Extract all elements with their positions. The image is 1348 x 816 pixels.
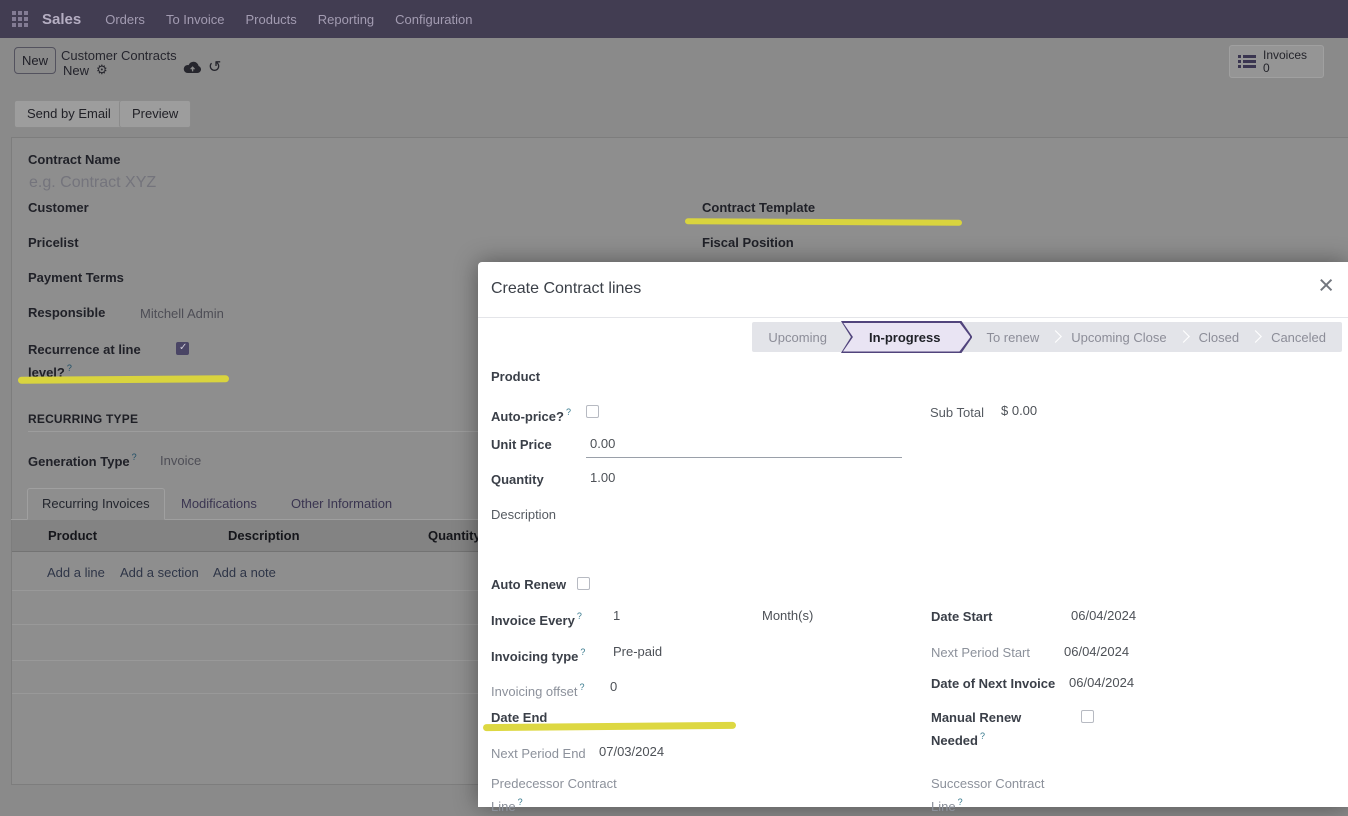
- description-label: Description: [491, 507, 557, 522]
- nav-item-orders[interactable]: Orders: [105, 11, 145, 27]
- tab-other-information[interactable]: Other Information: [291, 496, 393, 511]
- help-question[interactable]: ?: [66, 363, 72, 373]
- next-period-start-value: 06/04/2024: [1064, 644, 1130, 659]
- date-start-label: Date Start: [931, 609, 993, 624]
- quantity-value[interactable]: 1.00: [590, 470, 616, 485]
- status-step-in-progress-active[interactable]: In-progress: [843, 322, 965, 352]
- invoice-every-label: Invoice Every?: [491, 611, 582, 628]
- column-product: Product: [48, 528, 98, 543]
- recurring-type-heading: RECURRING TYPE: [28, 412, 139, 426]
- pricelist-label: Pricelist: [28, 235, 79, 250]
- successor-contract-line-label: Successor Contract Line?: [931, 776, 1045, 814]
- dialog-header-divider: [478, 317, 1348, 318]
- sub-total-label: Sub Total: [930, 405, 984, 420]
- recurrence-checkbox[interactable]: [176, 342, 189, 355]
- help-question[interactable]: ?: [517, 797, 523, 807]
- highlight-marker-recurrence: [17, 375, 230, 384]
- nav-item-products[interactable]: Products: [245, 11, 297, 27]
- status-step-upcoming-close[interactable]: Upcoming Close: [1055, 322, 1182, 352]
- invoices-count: 0: [1263, 60, 1270, 75]
- nav-item-to-invoice[interactable]: To Invoice: [165, 11, 225, 27]
- create-contract-lines-dialog: Create Contract lines × Upcoming In-prog…: [478, 262, 1348, 814]
- predecessor-contract-line-label: Predecessor Contract Line?: [491, 776, 617, 814]
- breadcrumb-parent[interactable]: Customer Contracts: [61, 48, 177, 63]
- add-a-note-link[interactable]: Add a note: [213, 565, 276, 580]
- add-a-line-link[interactable]: Add a line: [47, 565, 105, 580]
- help-question[interactable]: ?: [565, 407, 571, 417]
- tab-recurring-invoices[interactable]: Recurring Invoices: [27, 488, 165, 520]
- column-quantity: Quantity: [428, 528, 481, 543]
- unit-price-input[interactable]: [586, 432, 902, 458]
- date-of-next-invoice-value[interactable]: 06/04/2024: [1069, 675, 1135, 690]
- help-question[interactable]: ?: [580, 647, 586, 657]
- breadcrumb-current: New: [63, 62, 90, 78]
- nav-item-configuration[interactable]: Configuration: [395, 11, 473, 27]
- save-cloud-icon[interactable]: [183, 60, 202, 79]
- status-step-upcoming[interactable]: Upcoming: [768, 329, 827, 345]
- responsible-label: Responsible: [28, 305, 106, 320]
- invoicing-offset-label: Invoicing offset?: [491, 682, 585, 699]
- quantity-label: Quantity: [491, 472, 544, 487]
- add-a-section-link[interactable]: Add a section: [120, 565, 199, 580]
- discard-undo-icon[interactable]: ↺: [208, 59, 222, 76]
- auto-renew-checkbox[interactable]: [577, 577, 590, 590]
- top-navbar: Sales Orders To Invoice Products Reporti…: [0, 0, 1348, 38]
- date-of-next-invoice-label: Date of Next Invoice: [931, 676, 1056, 691]
- auto-price-checkbox[interactable]: [586, 405, 599, 418]
- highlight-marker-date-end: [482, 721, 737, 732]
- sub-total-value: $ 0.00: [1001, 403, 1038, 418]
- manual-renew-checkbox[interactable]: [1081, 710, 1094, 723]
- auto-renew-label: Auto Renew: [491, 577, 567, 592]
- gear-icon[interactable]: ⚙: [96, 62, 108, 77]
- customer-label: Customer: [28, 200, 89, 215]
- column-description: Description: [228, 528, 300, 543]
- invoice-every-value[interactable]: 1: [613, 608, 621, 623]
- apps-grid-icon[interactable]: [12, 11, 28, 27]
- payment-terms-label: Payment Terms: [28, 270, 124, 285]
- status-step-closed[interactable]: Closed: [1183, 322, 1255, 352]
- invoice-every-unit[interactable]: Month(s): [762, 608, 814, 623]
- help-question[interactable]: ?: [979, 731, 985, 741]
- invoicing-type-label: Invoicing type?: [491, 647, 586, 664]
- new-record-button[interactable]: New: [14, 47, 56, 74]
- invoices-button-label: Invoices: [1263, 47, 1308, 62]
- fiscal-position-label: Fiscal Position: [702, 235, 794, 250]
- date-end-label: Date End: [491, 710, 548, 725]
- generation-type-label: Generation Type?: [28, 452, 137, 469]
- manual-renew-needed-label: Manual Renew Needed?: [931, 710, 1022, 748]
- responsible-value[interactable]: Mitchell Admin: [140, 306, 224, 321]
- date-start-value[interactable]: 06/04/2024: [1071, 608, 1137, 623]
- invoicing-type-value[interactable]: Pre-paid: [613, 644, 663, 659]
- close-icon[interactable]: ×: [1318, 270, 1334, 300]
- auto-price-label: Auto-price??: [491, 407, 571, 424]
- breadcrumb: New ⚙: [63, 62, 108, 78]
- generation-type-value[interactable]: Invoice: [160, 453, 202, 468]
- next-period-start-label: Next Period Start: [931, 645, 1030, 660]
- invoices-stat-button[interactable]: Invoices 0: [1229, 45, 1324, 78]
- invoices-list-icon: [1238, 55, 1256, 68]
- invoicing-offset-value[interactable]: 0: [610, 679, 618, 694]
- next-period-end-value: 07/03/2024: [599, 744, 665, 759]
- help-question[interactable]: ?: [579, 682, 585, 692]
- contract-name-input[interactable]: [29, 170, 359, 196]
- help-question[interactable]: ?: [957, 797, 963, 807]
- send-by-email-button[interactable]: Send by Email: [14, 100, 124, 128]
- preview-button[interactable]: Preview: [119, 100, 192, 128]
- product-label: Product: [491, 369, 541, 384]
- help-question[interactable]: ?: [131, 452, 137, 462]
- contract-template-label: Contract Template: [702, 200, 816, 215]
- dialog-title: Create Contract lines: [491, 280, 642, 297]
- tab-modifications[interactable]: Modifications: [181, 496, 257, 511]
- status-step-canceled[interactable]: Canceled: [1255, 322, 1342, 352]
- status-step-to-renew[interactable]: To renew: [986, 329, 1040, 345]
- unit-price-label: Unit Price: [491, 437, 552, 452]
- next-period-end-label: Next Period End: [491, 746, 586, 761]
- nav-item-reporting[interactable]: Reporting: [317, 11, 375, 27]
- app-brand-sales[interactable]: Sales: [42, 10, 82, 28]
- status-bar: Upcoming In-progress To renew Upcoming C…: [752, 322, 1342, 352]
- help-question[interactable]: ?: [576, 611, 582, 621]
- contract-name-label: Contract Name: [28, 152, 121, 167]
